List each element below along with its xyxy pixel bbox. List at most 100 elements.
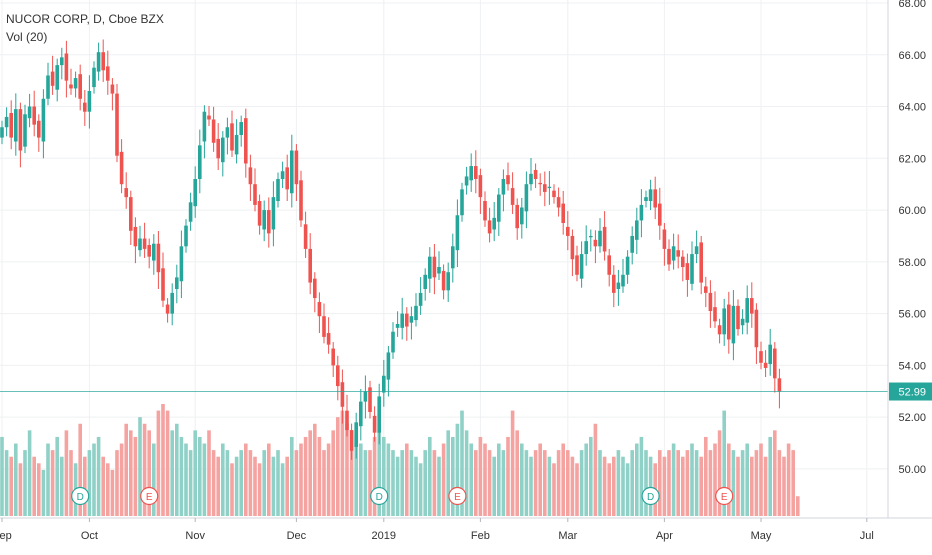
volume-bar: [786, 443, 791, 516]
candle-body: [713, 307, 717, 322]
volume-bar: [9, 456, 13, 516]
candle-body: [372, 415, 377, 433]
volume-bar: [317, 436, 322, 516]
candle-body: [110, 84, 115, 94]
volume-bar: [78, 423, 82, 516]
volume-bar: [340, 410, 345, 516]
candle-body: [699, 242, 703, 283]
candle-body: [598, 230, 602, 247]
x-tick-label: Oct: [81, 530, 98, 542]
candle-body: [326, 333, 331, 345]
volume-bar: [409, 450, 414, 516]
candle-body: [152, 243, 156, 261]
volume-bar: [92, 443, 96, 516]
volume-bar: [124, 423, 128, 516]
volume-bar: [133, 436, 138, 516]
candle-body: [653, 189, 657, 208]
volume-bar: [446, 430, 450, 516]
candle-body: [142, 238, 147, 249]
candle-body: [83, 102, 87, 112]
event-marker-d: [71, 486, 90, 506]
volume-bar: [607, 463, 611, 516]
candle-body: [170, 292, 174, 314]
candle-body: [460, 189, 464, 216]
candle-body: [667, 248, 671, 265]
volume-bar: [533, 450, 538, 516]
volume-bar: [782, 456, 786, 516]
volume-bar: [506, 436, 510, 516]
candle-body: [41, 98, 46, 142]
event-marker-d: [370, 486, 389, 506]
volume-bar: [717, 430, 722, 516]
volume-bar: [170, 430, 174, 516]
volume-bar: [110, 469, 115, 516]
volume-bar: [37, 463, 41, 516]
candle-body: [377, 396, 381, 433]
symbol-title[interactable]: NUCOR CORP, D, Cboe BZX: [6, 12, 164, 26]
event-marker-e: [140, 486, 159, 506]
candle-body: [644, 197, 648, 202]
event-marker-e: [715, 486, 734, 506]
volume-bar: [322, 450, 326, 516]
candle-body: [533, 169, 538, 180]
candle-body: [727, 304, 731, 340]
candle-body: [768, 344, 772, 365]
volume-bar: [455, 423, 460, 516]
volume-bar: [621, 456, 625, 516]
x-tick-label: May: [751, 530, 772, 542]
candle-body: [184, 225, 188, 247]
candle-body: [405, 313, 409, 327]
volume-bar: [262, 450, 266, 516]
candle-body: [368, 387, 372, 412]
volume-bar: [598, 450, 602, 516]
volume-bar: [694, 450, 699, 516]
volume-bar: [257, 463, 262, 516]
candle-body: [589, 235, 593, 238]
candle-body: [487, 220, 492, 234]
volume-bar: [602, 456, 607, 516]
volume-bar: [773, 430, 777, 516]
volume-bar: [750, 456, 754, 516]
volume-bar: [658, 450, 662, 516]
volume-bar: [152, 443, 156, 516]
volume-bar: [285, 456, 289, 516]
volume-bar: [230, 463, 234, 516]
volume-indicator-label[interactable]: Vol (20): [6, 30, 48, 44]
candle-body: [87, 91, 92, 112]
candle-body: [474, 166, 478, 180]
volume-bar: [497, 443, 501, 516]
candle-body: [280, 171, 285, 180]
volume-bar: [713, 443, 717, 516]
volume-bar: [414, 456, 418, 516]
candle-body: [313, 278, 317, 299]
candle-body: [73, 78, 78, 89]
candle-body: [708, 292, 713, 312]
volume-bar: [198, 436, 202, 516]
candle-body: [501, 179, 506, 195]
volume-bar: [41, 469, 46, 516]
volume-bar: [87, 450, 92, 516]
volume-bar: [501, 450, 506, 516]
volume-bar: [543, 450, 547, 516]
volume-bar: [331, 430, 335, 516]
candle-body: [717, 325, 722, 335]
volume-bar: [625, 463, 630, 516]
candle-body: [529, 173, 533, 185]
candle-body: [23, 114, 27, 147]
candle-body: [345, 410, 349, 431]
volume-bar: [216, 456, 220, 516]
candle-body: [428, 256, 432, 279]
candle-body: [336, 365, 340, 387]
candle-body: [14, 109, 18, 142]
volume-bar: [441, 443, 446, 516]
candle-body: [101, 52, 105, 71]
volume-bar: [648, 456, 653, 516]
candle-body: [616, 282, 621, 290]
volume-bar: [483, 443, 487, 516]
volume-bar: [326, 443, 331, 516]
event-marker-label: D: [77, 492, 84, 503]
candle-body: [248, 167, 253, 185]
candle-body: [285, 167, 289, 190]
volume-bar: [234, 456, 239, 516]
